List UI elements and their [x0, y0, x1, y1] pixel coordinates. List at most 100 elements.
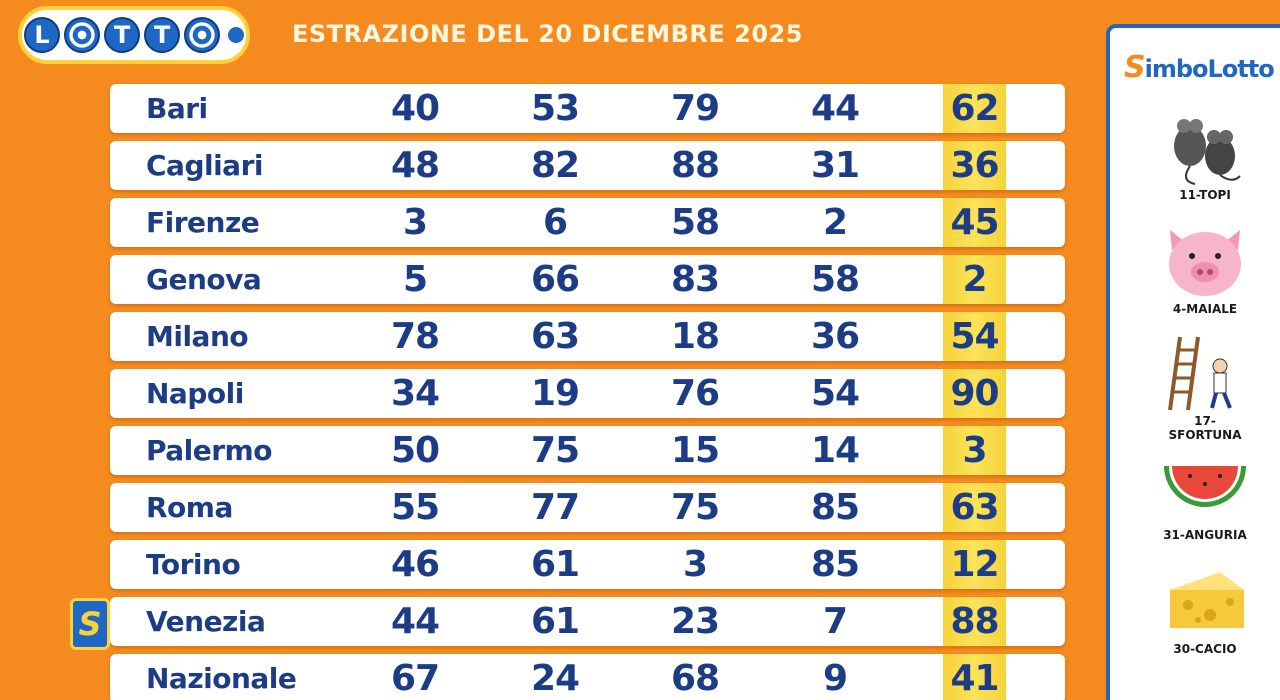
number-3: 68	[670, 658, 720, 699]
symbol-label: 17-SFORTUNA	[1168, 414, 1242, 442]
number-4: 14	[810, 430, 860, 471]
number-2: 53	[530, 88, 580, 129]
number-3: 79	[670, 88, 720, 129]
number-5-highlight: 90	[943, 369, 1006, 418]
number-3: 88	[670, 145, 720, 186]
simbolotto-title-s: S	[1124, 50, 1146, 85]
cheese-icon	[1170, 572, 1244, 628]
symbol-item: 11-TOPI	[1160, 106, 1250, 202]
number-5-highlight: 45	[943, 198, 1006, 247]
number-5-highlight: 88	[943, 597, 1006, 646]
simbolotto-title-rest: imboLotto	[1144, 55, 1275, 83]
city-name: Milano	[146, 320, 249, 353]
symbol-item: 30-CACIO	[1160, 560, 1250, 656]
city-name: Roma	[146, 491, 233, 524]
table-row: Roma 55 77 75 85 63	[110, 483, 1065, 532]
number-1: 44	[390, 601, 440, 642]
number-2: 6	[542, 202, 568, 243]
number-5-highlight: 3	[943, 426, 1006, 475]
number-3: 15	[670, 430, 720, 471]
number-3: 76	[670, 373, 720, 414]
number-2: 61	[530, 544, 580, 585]
number-4: 31	[810, 145, 860, 186]
number-5-highlight: 41	[943, 654, 1006, 700]
number-2: 82	[530, 145, 580, 186]
city-name: Firenze	[146, 206, 260, 239]
number-1: 5	[402, 259, 428, 300]
number-1: 67	[390, 658, 440, 699]
number-3: 3	[682, 544, 708, 585]
simbolotto-badge-icon: S	[70, 598, 110, 650]
city-name: Nazionale	[146, 662, 297, 695]
city-name: Cagliari	[146, 149, 263, 182]
number-1: 48	[390, 145, 440, 186]
number-1: 34	[390, 373, 440, 414]
lotto-logo: L T T	[18, 6, 250, 64]
number-5-highlight: 12	[943, 540, 1006, 589]
symbol-label: 11-TOPI	[1179, 188, 1231, 202]
number-2: 24	[530, 658, 580, 699]
symbol-item: 17-SFORTUNA	[1160, 332, 1250, 442]
results-table: Bari 40 53 79 44 62 Cagliari 48 82 88 31…	[110, 84, 1065, 700]
logo-letter-t2: T	[144, 17, 180, 53]
table-row: Milano 78 63 18 36 54	[110, 312, 1065, 361]
number-3: 18	[670, 316, 720, 357]
number-2: 77	[530, 487, 580, 528]
number-4: 54	[810, 373, 860, 414]
city-name: Venezia	[146, 605, 266, 638]
ladder-icon	[1168, 336, 1232, 411]
number-2: 66	[530, 259, 580, 300]
symbol-item: 4-MAIALE	[1160, 220, 1250, 316]
symbol-label: 31-ANGURIA	[1163, 528, 1247, 542]
number-4: 36	[810, 316, 860, 357]
number-4: 58	[810, 259, 860, 300]
simbolotto-title: SimboLotto	[1124, 50, 1275, 85]
number-1: 78	[390, 316, 440, 357]
number-5-highlight: 63	[943, 483, 1006, 532]
table-row: Firenze 3 6 58 2 45	[110, 198, 1065, 247]
number-4: 44	[810, 88, 860, 129]
number-4: 7	[822, 601, 848, 642]
simbolotto-panel: SimboLotto 11-TOPI 4-MAIALE	[1106, 24, 1280, 700]
number-1: 50	[390, 430, 440, 471]
number-4: 9	[822, 658, 848, 699]
table-row: Cagliari 48 82 88 31 36	[110, 141, 1065, 190]
pig-icon	[1169, 230, 1241, 296]
logo-letter-t1: T	[104, 17, 140, 53]
number-4: 2	[822, 202, 848, 243]
number-4: 85	[810, 544, 860, 585]
city-name: Genova	[146, 263, 262, 296]
number-5-highlight: 36	[943, 141, 1006, 190]
number-2: 61	[530, 601, 580, 642]
watermelon-icon	[1164, 466, 1246, 507]
logo-spiral-icon-2	[184, 17, 220, 53]
number-3: 23	[670, 601, 720, 642]
number-1: 55	[390, 487, 440, 528]
number-4: 85	[810, 487, 860, 528]
logo-letter-l: L	[24, 17, 60, 53]
city-name: Torino	[146, 548, 241, 581]
table-row: Palermo 50 75 15 14 3	[110, 426, 1065, 475]
number-5-highlight: 2	[943, 255, 1006, 304]
table-row: Venezia 44 61 23 7 88	[110, 597, 1065, 646]
number-2: 63	[530, 316, 580, 357]
table-row: Torino 46 61 3 85 12	[110, 540, 1065, 589]
number-2: 19	[530, 373, 580, 414]
table-row: Napoli 34 19 76 54 90	[110, 369, 1065, 418]
city-name: Bari	[146, 92, 208, 125]
symbol-label: 30-CACIO	[1173, 642, 1237, 656]
number-1: 46	[390, 544, 440, 585]
city-name: Palermo	[146, 434, 272, 467]
number-1: 3	[402, 202, 428, 243]
number-5-highlight: 62	[943, 84, 1006, 133]
symbol-item: 31-ANGURIA	[1160, 446, 1250, 542]
page-title: ESTRAZIONE DEL 20 DICEMBRE 2025	[292, 20, 803, 48]
number-3: 83	[670, 259, 720, 300]
number-2: 75	[530, 430, 580, 471]
number-3: 58	[670, 202, 720, 243]
logo-dot-icon	[228, 27, 244, 43]
table-row: Bari 40 53 79 44 62	[110, 84, 1065, 133]
number-1: 40	[390, 88, 440, 129]
table-row: Nazionale 67 24 68 9 41	[110, 654, 1065, 700]
symbol-label: 4-MAIALE	[1172, 302, 1238, 316]
